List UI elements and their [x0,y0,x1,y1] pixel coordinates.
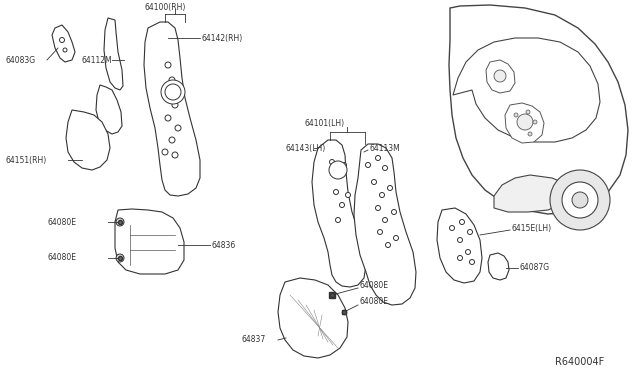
Circle shape [161,80,185,104]
Circle shape [383,166,387,170]
Circle shape [330,160,335,164]
Text: 64113M: 64113M [370,144,401,153]
Polygon shape [354,144,416,305]
Polygon shape [453,38,600,142]
Circle shape [172,152,178,158]
Circle shape [376,205,381,211]
Polygon shape [494,175,568,212]
Circle shape [465,250,470,254]
Circle shape [376,155,381,160]
Text: 64112M: 64112M [82,55,113,64]
Circle shape [494,70,506,82]
Polygon shape [104,18,123,90]
Text: 64151(RH): 64151(RH) [5,155,46,164]
Circle shape [385,243,390,247]
Circle shape [514,113,518,117]
Text: R640004F: R640004F [555,357,604,367]
Circle shape [165,62,171,68]
Text: 64083G: 64083G [5,55,35,64]
Circle shape [60,38,65,42]
Polygon shape [437,208,482,283]
Circle shape [329,161,347,179]
Circle shape [378,230,383,234]
Polygon shape [488,253,509,280]
Circle shape [380,192,385,198]
Polygon shape [505,103,544,143]
Polygon shape [312,140,366,287]
Circle shape [116,254,124,262]
Circle shape [394,235,399,241]
Circle shape [467,230,472,234]
Circle shape [339,202,344,208]
Text: 64080E: 64080E [48,253,77,263]
Text: 64836: 64836 [212,241,236,250]
Circle shape [335,173,340,177]
Polygon shape [144,22,200,196]
Text: 64080E: 64080E [360,298,389,307]
Polygon shape [486,60,515,93]
Circle shape [517,114,533,130]
Circle shape [63,48,67,52]
Circle shape [169,137,175,143]
Circle shape [460,219,465,224]
Circle shape [162,92,168,98]
Circle shape [550,170,610,230]
Circle shape [169,77,175,83]
Text: 64080E: 64080E [48,218,77,227]
Text: 64837: 64837 [242,336,266,344]
Circle shape [116,218,124,226]
Text: 6415E(LH): 6415E(LH) [512,224,552,232]
Circle shape [470,260,474,264]
Circle shape [528,132,532,136]
Text: 64101(LH): 64101(LH) [305,119,345,128]
Polygon shape [52,25,75,62]
Circle shape [165,115,171,121]
Circle shape [162,149,168,155]
Circle shape [365,163,371,167]
Text: 64142(RH): 64142(RH) [202,33,243,42]
Text: 64100(RH): 64100(RH) [144,3,186,12]
Circle shape [387,186,392,190]
Circle shape [165,84,181,100]
Text: 64143(LH): 64143(LH) [285,144,325,153]
Circle shape [175,125,181,131]
Circle shape [346,192,351,198]
Circle shape [526,110,530,114]
Circle shape [392,209,397,215]
Polygon shape [278,278,348,358]
Polygon shape [115,209,184,274]
Circle shape [562,182,598,218]
Circle shape [458,237,463,243]
Polygon shape [449,5,628,214]
Polygon shape [66,110,110,170]
Circle shape [172,102,178,108]
Circle shape [458,256,463,260]
Circle shape [371,180,376,185]
Polygon shape [96,85,122,134]
Circle shape [335,218,340,222]
Text: 64087G: 64087G [520,263,550,273]
Circle shape [572,192,588,208]
Circle shape [333,189,339,195]
Circle shape [342,163,346,167]
Circle shape [449,225,454,231]
Circle shape [383,218,387,222]
Circle shape [533,120,537,124]
Text: 64080E: 64080E [360,280,389,289]
